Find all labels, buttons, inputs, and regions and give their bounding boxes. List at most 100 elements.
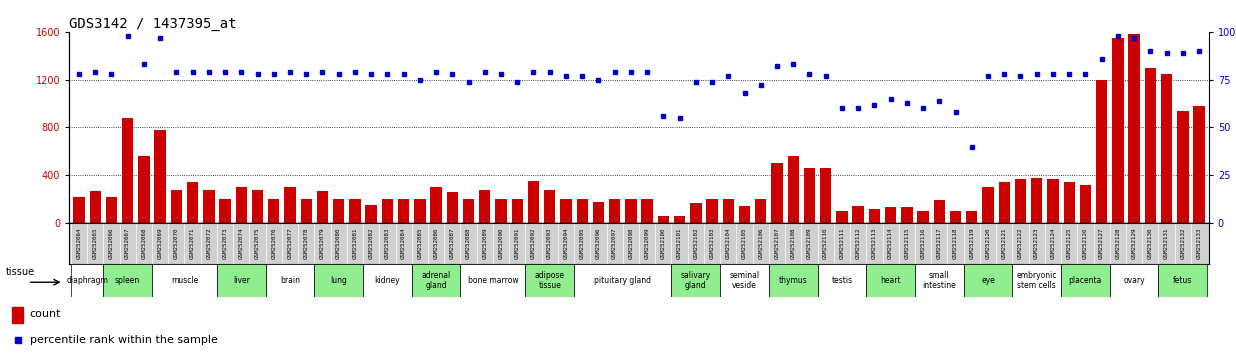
Bar xyxy=(187,182,198,223)
Bar xyxy=(480,190,491,223)
Text: salivary
gland: salivary gland xyxy=(681,271,711,290)
Text: GSM252107: GSM252107 xyxy=(775,228,780,259)
FancyBboxPatch shape xyxy=(721,264,769,297)
Bar xyxy=(252,190,263,223)
Text: GDS3142 / 1437395_at: GDS3142 / 1437395_at xyxy=(69,17,237,31)
Bar xyxy=(1177,111,1189,223)
Bar xyxy=(950,211,962,223)
Text: seminal
veside: seminal veside xyxy=(729,271,760,290)
FancyBboxPatch shape xyxy=(70,264,104,297)
Bar xyxy=(544,190,555,223)
FancyBboxPatch shape xyxy=(915,264,964,297)
Text: GSM252125: GSM252125 xyxy=(1067,228,1072,259)
FancyBboxPatch shape xyxy=(461,264,525,297)
Bar xyxy=(933,200,946,223)
Bar xyxy=(1031,178,1042,223)
Text: GSM252072: GSM252072 xyxy=(206,228,211,259)
Text: GSM252119: GSM252119 xyxy=(969,228,974,259)
Bar xyxy=(576,199,588,223)
Text: eye: eye xyxy=(981,276,995,285)
Bar xyxy=(690,203,702,223)
Bar xyxy=(885,207,896,223)
Text: GSM252116: GSM252116 xyxy=(921,228,926,259)
Bar xyxy=(771,163,782,223)
Text: GSM252114: GSM252114 xyxy=(889,228,894,259)
Bar xyxy=(350,199,361,223)
Text: count: count xyxy=(30,309,61,319)
FancyBboxPatch shape xyxy=(817,264,866,297)
Bar xyxy=(382,199,393,223)
Text: GSM252070: GSM252070 xyxy=(174,228,179,259)
Bar xyxy=(1161,74,1172,223)
Text: GSM252110: GSM252110 xyxy=(823,228,828,259)
Text: GSM252111: GSM252111 xyxy=(839,228,844,259)
Bar xyxy=(398,199,409,223)
Text: GSM252122: GSM252122 xyxy=(1018,228,1023,259)
FancyBboxPatch shape xyxy=(104,264,152,297)
Text: fetus: fetus xyxy=(1173,276,1193,285)
Text: GSM252099: GSM252099 xyxy=(645,228,650,259)
Text: GSM252085: GSM252085 xyxy=(418,228,423,259)
Text: GSM252094: GSM252094 xyxy=(564,228,569,259)
Bar xyxy=(625,199,637,223)
Text: thymus: thymus xyxy=(779,276,807,285)
Bar xyxy=(1047,179,1059,223)
Text: GSM252093: GSM252093 xyxy=(548,228,552,259)
Text: GSM252108: GSM252108 xyxy=(791,228,796,259)
Text: GSM252091: GSM252091 xyxy=(514,228,520,259)
Text: GSM252095: GSM252095 xyxy=(580,228,585,259)
Text: testis: testis xyxy=(832,276,853,285)
Bar xyxy=(1194,106,1205,223)
FancyBboxPatch shape xyxy=(266,264,314,297)
Text: GSM252077: GSM252077 xyxy=(288,228,293,259)
Bar xyxy=(366,205,377,223)
Text: GSM252129: GSM252129 xyxy=(1132,228,1137,259)
Text: GSM252090: GSM252090 xyxy=(498,228,503,259)
Text: GSM252089: GSM252089 xyxy=(482,228,487,259)
FancyBboxPatch shape xyxy=(964,264,1012,297)
Text: GSM252098: GSM252098 xyxy=(628,228,633,259)
Text: GSM252078: GSM252078 xyxy=(304,228,309,259)
Text: GSM252132: GSM252132 xyxy=(1180,228,1185,259)
Text: GSM252105: GSM252105 xyxy=(742,228,747,259)
Text: GSM252102: GSM252102 xyxy=(693,228,698,259)
Text: pituitary gland: pituitary gland xyxy=(595,276,651,285)
Bar xyxy=(284,187,295,223)
Bar xyxy=(983,187,994,223)
Bar xyxy=(1015,179,1026,223)
Text: muscle: muscle xyxy=(171,276,198,285)
Bar xyxy=(901,207,912,223)
Text: GSM252073: GSM252073 xyxy=(222,228,227,259)
Text: GSM252117: GSM252117 xyxy=(937,228,942,259)
Text: GSM252092: GSM252092 xyxy=(531,228,536,259)
Bar xyxy=(674,216,685,223)
Text: embryonic
stem cells: embryonic stem cells xyxy=(1016,271,1057,290)
Text: kidney: kidney xyxy=(375,276,400,285)
Text: GSM252106: GSM252106 xyxy=(758,228,764,259)
Bar xyxy=(819,168,832,223)
Text: GSM252075: GSM252075 xyxy=(255,228,260,259)
Text: GSM252083: GSM252083 xyxy=(384,228,389,259)
Text: GSM252082: GSM252082 xyxy=(368,228,373,259)
Bar xyxy=(154,130,166,223)
Bar xyxy=(1080,185,1091,223)
Bar xyxy=(658,216,669,223)
FancyBboxPatch shape xyxy=(866,264,915,297)
Text: placenta: placenta xyxy=(1069,276,1103,285)
Text: GSM252068: GSM252068 xyxy=(141,228,146,259)
Bar xyxy=(560,199,571,223)
Text: ovary: ovary xyxy=(1124,276,1145,285)
Text: GSM252065: GSM252065 xyxy=(93,228,98,259)
Bar xyxy=(853,206,864,223)
FancyBboxPatch shape xyxy=(152,264,218,297)
Text: GSM252096: GSM252096 xyxy=(596,228,601,259)
Text: GSM252086: GSM252086 xyxy=(434,228,439,259)
FancyBboxPatch shape xyxy=(218,264,266,297)
Text: GSM252130: GSM252130 xyxy=(1148,228,1153,259)
Bar xyxy=(739,206,750,223)
Text: GSM252115: GSM252115 xyxy=(905,228,910,259)
Bar xyxy=(316,191,328,223)
FancyBboxPatch shape xyxy=(525,264,574,297)
Text: GSM252127: GSM252127 xyxy=(1099,228,1104,259)
Bar xyxy=(122,118,133,223)
